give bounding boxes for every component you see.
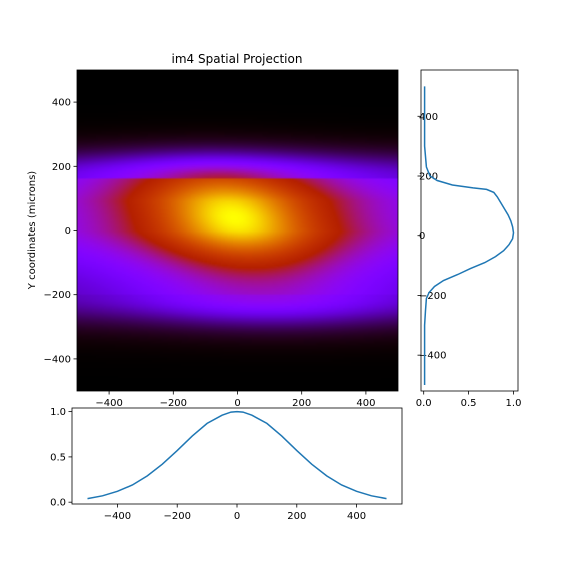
y-tick-label: −200 xyxy=(44,290,71,301)
x-tick-label: 0.0 xyxy=(416,398,432,409)
heatmap-image xyxy=(77,70,398,391)
bottom-projection-panel: −400 −200 0 200 400 0.0 0.5 1.0 xyxy=(50,407,403,522)
right-projection-panel: 0.0 0.5 1.0 −400 −200 0 200 400 xyxy=(416,69,522,409)
y-tick-label: 0 xyxy=(419,231,425,242)
x-tick-label: −200 xyxy=(163,511,190,522)
x-tick-label: −400 xyxy=(95,398,122,409)
y-tick-label: 0.5 xyxy=(50,452,66,463)
y-tick-label: −400 xyxy=(44,354,71,365)
right-projection-x-ticks: 0.0 0.5 1.0 xyxy=(416,391,522,409)
y-tick-label: 400 xyxy=(52,98,71,109)
y-axis-label: Y coordinates (microns) xyxy=(27,171,38,290)
bottom-projection-x-ticks: −400 −200 0 200 400 xyxy=(104,504,366,522)
x-tick-label: −200 xyxy=(160,398,187,409)
heatmap-x-ticks: −400 −200 0 200 400 xyxy=(95,391,375,409)
y-tick-label: 200 xyxy=(52,162,71,173)
x-tick-label: 400 xyxy=(356,398,375,409)
heatmap-y-ticks: −400 −200 0 200 400 xyxy=(44,98,77,365)
chart-title: im4 Spatial Projection xyxy=(172,52,303,66)
x-tick-label: 0.5 xyxy=(461,398,477,409)
y-tick-label: 200 xyxy=(419,172,438,183)
right-projection-y-ticks: −400 −200 0 200 400 xyxy=(417,112,446,362)
heatmap-panel: im4 Spatial Projection −400 −200 0 200 400 −… xyxy=(27,52,399,409)
x-tick-label: 200 xyxy=(287,511,306,522)
y-tick-label: 0.0 xyxy=(50,498,66,509)
x-tick-label: −400 xyxy=(104,511,131,522)
x-tick-label: 200 xyxy=(292,398,311,409)
right-projection-frame xyxy=(420,69,519,392)
y-tick-label: −400 xyxy=(419,351,446,362)
y-tick-label: 400 xyxy=(419,112,438,123)
y-tick-label: −200 xyxy=(419,291,446,302)
y-tick-label: 1.0 xyxy=(50,407,66,418)
x-tick-label: 0 xyxy=(234,511,240,522)
x-tick-label: 400 xyxy=(347,511,366,522)
x-tick-label: 0 xyxy=(234,398,240,409)
bottom-projection-y-ticks: 0.0 0.5 1.0 xyxy=(50,407,72,509)
bottom-projection-line xyxy=(87,410,387,500)
right-projection-line xyxy=(423,86,515,385)
y-tick-label: 0 xyxy=(65,226,71,237)
x-tick-label: 1.0 xyxy=(506,398,522,409)
